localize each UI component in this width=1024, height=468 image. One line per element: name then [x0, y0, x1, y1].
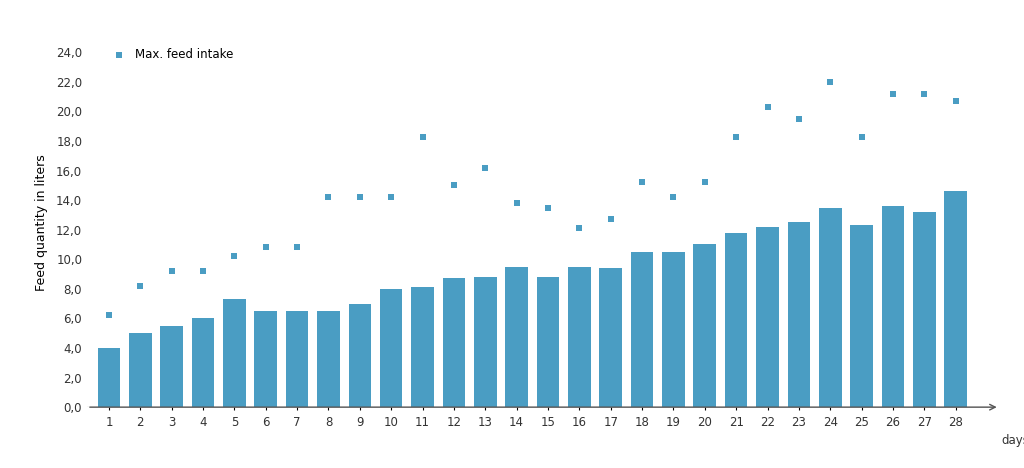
Point: [916, 90, 933, 97]
Bar: [442, 278, 465, 407]
Bar: [506, 267, 528, 407]
Point: [383, 193, 399, 201]
Bar: [223, 299, 246, 407]
Text: days: days: [1001, 434, 1024, 447]
Point: [634, 179, 650, 186]
Y-axis label: Feed quantity in liters: Feed quantity in liters: [35, 154, 48, 291]
Bar: [599, 268, 622, 407]
Point: [947, 97, 964, 105]
Bar: [474, 277, 497, 407]
Bar: [255, 311, 278, 407]
Bar: [787, 222, 810, 407]
Bar: [913, 212, 936, 407]
Bar: [537, 277, 559, 407]
Bar: [317, 311, 340, 407]
Point: [509, 199, 525, 207]
Point: [791, 115, 807, 123]
Bar: [348, 304, 371, 407]
Bar: [631, 252, 653, 407]
Bar: [97, 348, 120, 407]
Point: [226, 253, 243, 260]
Point: [853, 133, 869, 140]
Bar: [663, 252, 685, 407]
Bar: [161, 326, 183, 407]
Point: [195, 267, 211, 275]
Bar: [850, 225, 872, 407]
Point: [258, 244, 274, 251]
Point: [540, 204, 556, 211]
Point: [760, 103, 776, 111]
Point: [696, 179, 713, 186]
Point: [885, 90, 901, 97]
Point: [602, 216, 618, 223]
Point: [321, 193, 337, 201]
Bar: [944, 191, 967, 407]
Point: [666, 193, 682, 201]
Point: [164, 267, 180, 275]
Bar: [693, 244, 716, 407]
Point: [100, 312, 117, 319]
Bar: [882, 206, 904, 407]
Bar: [819, 207, 842, 407]
Point: [477, 164, 494, 171]
Point: [445, 182, 462, 189]
Bar: [191, 318, 214, 407]
Bar: [725, 233, 748, 407]
Bar: [129, 333, 152, 407]
Point: [132, 282, 148, 290]
Point: [415, 133, 431, 140]
Point: [822, 78, 839, 86]
Bar: [756, 227, 779, 407]
Point: [571, 225, 588, 232]
Bar: [286, 311, 308, 407]
Bar: [568, 267, 591, 407]
Point: [289, 244, 305, 251]
Point: [351, 193, 368, 201]
Bar: [412, 287, 434, 407]
Bar: [380, 289, 402, 407]
Legend: Max. feed intake: Max. feed intake: [102, 44, 239, 66]
Point: [728, 133, 744, 140]
